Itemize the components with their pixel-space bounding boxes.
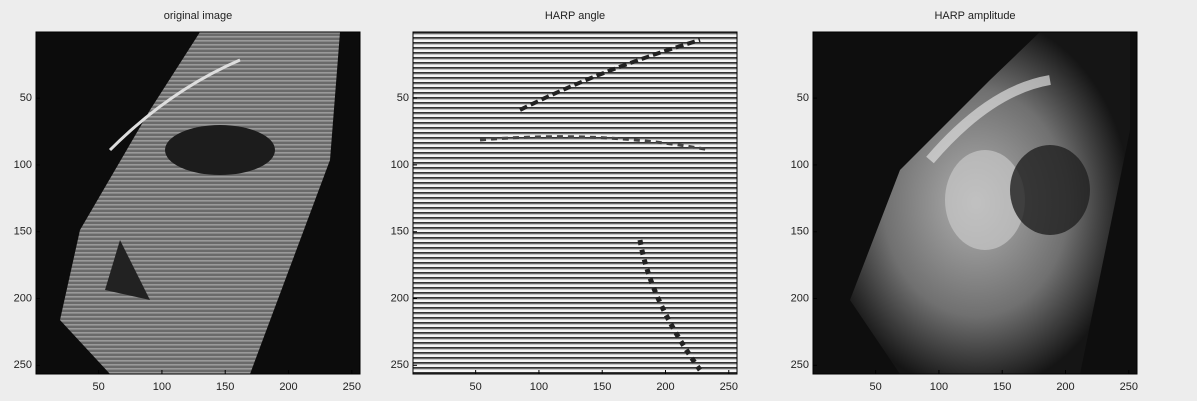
axes-frame	[812, 31, 1138, 375]
y-tick-label: 100	[391, 159, 409, 171]
y-tick-label: 150	[391, 226, 409, 238]
x-tick-label: 100	[530, 381, 548, 393]
axes-frame	[412, 31, 738, 375]
axes-frame	[35, 31, 361, 375]
x-tick-label: 200	[1056, 381, 1074, 393]
y-tick-label: 250	[14, 359, 32, 371]
image-harp-angle	[413, 32, 737, 374]
x-tick-label: 250	[720, 381, 738, 393]
image-original	[36, 32, 360, 374]
y-tick-label: 250	[791, 359, 809, 371]
panel-title: HARP amplitude	[934, 10, 1015, 22]
y-tick-label: 200	[791, 292, 809, 304]
y-tick-label: 150	[14, 226, 32, 238]
y-tick-label: 50	[20, 92, 32, 104]
x-tick-label: 150	[993, 381, 1011, 393]
x-tick-label: 50	[870, 381, 882, 393]
y-tick-label: 150	[791, 226, 809, 238]
x-tick-label: 150	[216, 381, 234, 393]
x-tick-label: 50	[470, 381, 482, 393]
y-tick-label: 200	[391, 292, 409, 304]
x-tick-label: 200	[656, 381, 674, 393]
x-tick-label: 250	[1120, 381, 1138, 393]
y-tick-label: 250	[391, 359, 409, 371]
x-tick-label: 50	[93, 381, 105, 393]
panel-title: original image	[164, 10, 232, 22]
x-tick-label: 200	[279, 381, 297, 393]
x-tick-label: 150	[593, 381, 611, 393]
y-tick-label: 200	[14, 292, 32, 304]
image-harp-amplitude	[813, 32, 1137, 374]
panel-title: HARP angle	[545, 10, 605, 22]
x-tick-label: 100	[153, 381, 171, 393]
y-tick-label: 100	[791, 159, 809, 171]
x-tick-label: 250	[343, 381, 361, 393]
y-tick-label: 50	[797, 92, 809, 104]
y-tick-label: 100	[14, 159, 32, 171]
y-tick-label: 50	[397, 92, 409, 104]
x-tick-label: 100	[930, 381, 948, 393]
